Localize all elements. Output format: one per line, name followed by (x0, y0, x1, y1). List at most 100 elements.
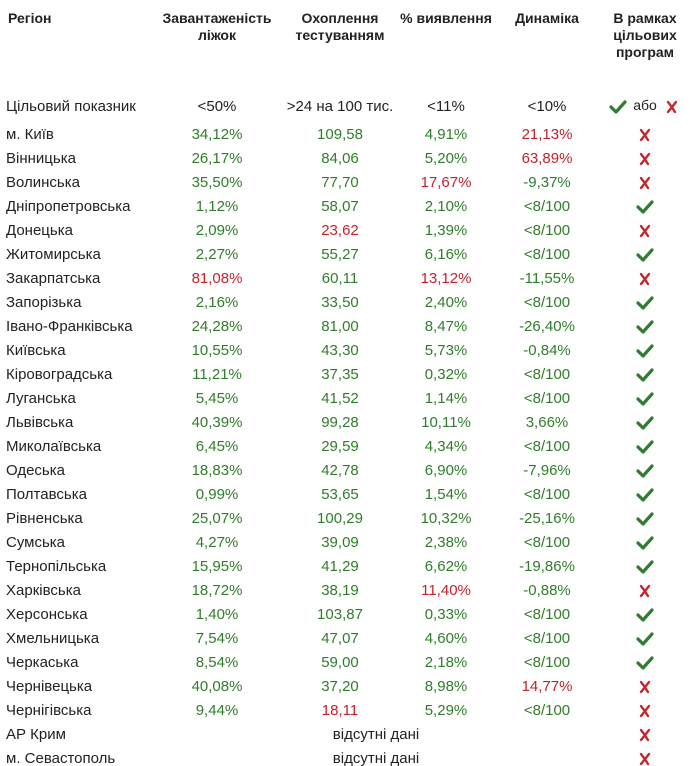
cross-icon (636, 221, 654, 238)
value-cell: -11,55% (519, 269, 575, 287)
check-icon (636, 389, 654, 406)
value-cell: 11,21% (192, 365, 242, 383)
data-row: Одеська 18,83% 42,78 6,90% -7,96% (0, 458, 690, 482)
value-cell: 8,98% (424, 677, 468, 695)
value-cell: 41,29 (321, 557, 359, 575)
check-icon (636, 461, 654, 478)
value-cell: 13,12% (420, 269, 472, 287)
program-status (600, 410, 690, 434)
data-row: Закарпатська 81,08% 60,11 13,12% -11,55% (0, 266, 690, 290)
value-cell: 10,32% (420, 509, 472, 527)
value-cell: -0,88% (523, 581, 571, 599)
value-cell: 81,08% (191, 269, 243, 287)
value-cell: 81,00 (321, 317, 359, 335)
value-cell: 29,59 (321, 437, 359, 455)
value-cell: <8/100 (523, 245, 571, 263)
value-cell: 40,39% (191, 413, 243, 431)
value-cell: <8/100 (523, 629, 571, 647)
value-cell: <8/100 (523, 197, 571, 215)
data-row: Кіровоградська 11,21% 37,35 0,32% <8/100 (0, 362, 690, 386)
column-header: Охоплення тестуванням (295, 10, 385, 43)
program-status (600, 482, 690, 506)
value-cell: 25,07% (191, 509, 243, 527)
value-cell: <8/100 (523, 485, 571, 503)
column-header: В рамках цільових програм (613, 10, 677, 60)
cross-icon (636, 125, 654, 142)
value-cell: 40,08% (191, 677, 243, 695)
value-cell: 4,60% (424, 629, 468, 647)
region: Одеська (6, 461, 65, 479)
check-icon (609, 97, 627, 114)
region: Запорізька (6, 293, 82, 311)
check-icon (636, 509, 654, 526)
program-status (600, 602, 690, 626)
region: Луганська (6, 389, 76, 407)
value-cell: -7,96% (523, 461, 571, 479)
value-cell: 1,14% (424, 389, 468, 407)
cross-icon (636, 749, 654, 766)
program-status (600, 338, 690, 362)
program-status (600, 194, 690, 218)
program-status (600, 146, 690, 170)
value-cell: 6,45% (195, 437, 239, 455)
target-value: <10% (527, 97, 567, 115)
data-row: Донецька 2,09% 23,62 1,39% <8/100 (0, 218, 690, 242)
target-value: >24 на 100 тис. (286, 97, 394, 115)
data-row: Хмельницька 7,54% 47,07 4,60% <8/100 (0, 626, 690, 650)
check-icon (636, 605, 654, 622)
data-row: Івано-Франківська 24,28% 81,00 8,47% -26,40% (0, 314, 690, 338)
column-header: Завантаженість ліжок (162, 10, 272, 43)
value-cell: 84,06 (321, 149, 359, 167)
data-row: Черкаська 8,54% 59,00 2,18% <8/100 (0, 650, 690, 674)
cross-icon (636, 581, 654, 598)
value-cell: 24,28% (191, 317, 243, 335)
value-cell: 26,17% (191, 149, 243, 167)
value-cell: 18,11 (321, 701, 359, 719)
value-cell: 0,32% (424, 365, 468, 383)
program-status (600, 362, 690, 386)
value-cell: <8/100 (523, 653, 571, 671)
region: м. Севастополь (6, 749, 116, 766)
data-row: Миколаївська 6,45% 29,59 4,34% <8/100 (0, 434, 690, 458)
region: Черкаська (6, 653, 79, 671)
program-status (600, 746, 690, 766)
value-cell: 6,62% (424, 557, 468, 575)
data-row: Херсонська 1,40% 103,87 0,33% <8/100 (0, 602, 690, 626)
cross-icon (636, 173, 654, 190)
value-cell: 2,09% (195, 221, 239, 239)
value-cell: 100,29 (317, 509, 363, 527)
value-cell: 21,13% (521, 125, 573, 143)
program-status (600, 506, 690, 530)
data-row: Луганська 5,45% 41,52 1,14% <8/100 (0, 386, 690, 410)
value-cell: 77,70 (321, 173, 359, 191)
data-row: Сумська 4,27% 39,09 2,38% <8/100 (0, 530, 690, 554)
data-row: Тернопільська 15,95% 41,29 6,62% -19,86% (0, 554, 690, 578)
region: Миколаївська (6, 437, 102, 455)
check-icon (636, 413, 654, 430)
value-cell: 43,30 (321, 341, 359, 359)
program-status (600, 650, 690, 674)
check-icon (636, 365, 654, 382)
value-cell: 2,16% (195, 293, 239, 311)
value-cell: 5,29% (424, 701, 468, 719)
no-data: відсутні дані (332, 725, 420, 743)
column-header: % виявлення (400, 10, 492, 26)
value-cell: 2,18% (424, 653, 468, 671)
value-cell: <8/100 (523, 605, 571, 623)
value-cell: 18,72% (191, 581, 243, 599)
program-status (600, 386, 690, 410)
value-cell: <8/100 (523, 365, 571, 383)
value-cell: -25,16% (519, 509, 575, 527)
value-cell: 15,95% (191, 557, 243, 575)
value-cell: 1,39% (424, 221, 468, 239)
program-status (600, 578, 690, 602)
cross-icon (663, 97, 681, 114)
cross-icon (636, 269, 654, 286)
target-row: Цільовий показник <50% >24 на 100 тис. <11%… (0, 90, 690, 122)
check-icon (636, 485, 654, 502)
data-row: Харківська 18,72% 38,19 11,40% -0,88% (0, 578, 690, 602)
value-cell: 8,54% (195, 653, 239, 671)
region: Львівська (6, 413, 74, 431)
value-cell: 2,38% (424, 533, 468, 551)
